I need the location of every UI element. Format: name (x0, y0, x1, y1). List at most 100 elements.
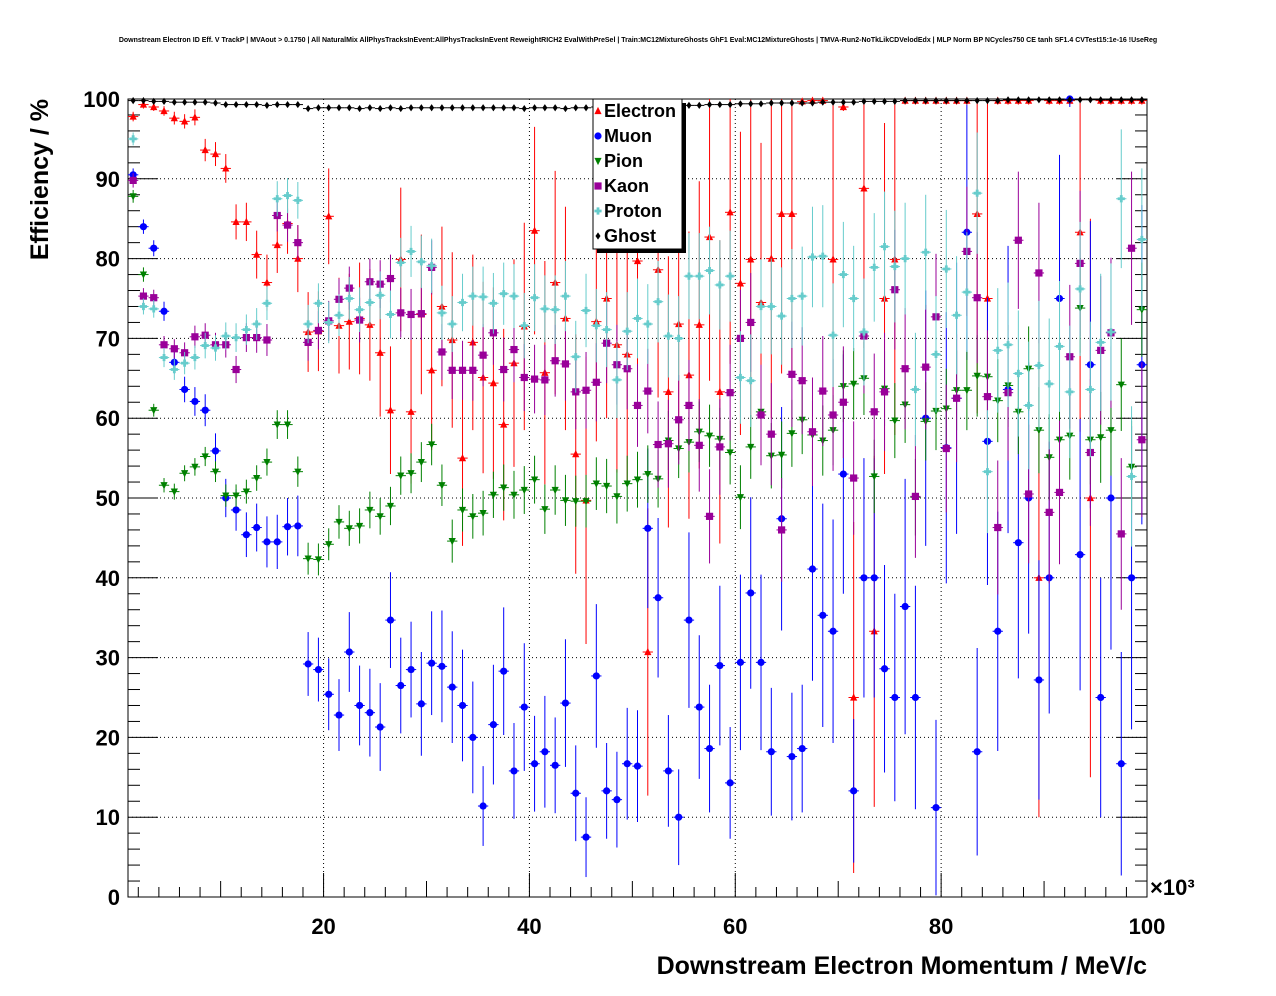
data-point (521, 104, 527, 113)
data-point (263, 299, 271, 307)
data-point (880, 388, 889, 396)
data-point (1025, 401, 1033, 410)
series-proton (128, 129, 1147, 547)
data-point (386, 406, 395, 414)
data-point (644, 470, 652, 479)
data-point (460, 104, 466, 112)
data-point (283, 421, 292, 429)
data-point (1076, 285, 1084, 293)
data-point (387, 104, 393, 112)
data-point (1035, 269, 1043, 277)
data-point (695, 703, 703, 711)
data-point (263, 336, 271, 344)
data-point (1138, 235, 1146, 244)
data-point (839, 470, 847, 478)
data-point (1045, 380, 1053, 388)
y-tick-label: 100 (83, 87, 120, 112)
data-point (191, 353, 199, 362)
data-point (325, 690, 333, 698)
data-point (253, 523, 261, 532)
data-point (809, 99, 815, 107)
data-point (778, 312, 786, 320)
data-point (695, 320, 703, 328)
data-point (469, 513, 477, 521)
data-point (644, 320, 652, 328)
data-point (778, 209, 786, 218)
data-point (1117, 381, 1125, 389)
data-point (520, 322, 528, 330)
legend-label: Muon (604, 126, 652, 146)
data-point (880, 243, 889, 251)
data-point (964, 96, 970, 105)
y-tick-label: 40 (96, 566, 120, 591)
data-point (501, 104, 507, 112)
data-point (922, 363, 930, 371)
data-point (705, 266, 714, 275)
data-point (490, 104, 496, 112)
data-point (819, 387, 827, 395)
data-point (201, 145, 209, 154)
data-point (654, 594, 662, 602)
data-point (428, 659, 436, 667)
data-point (170, 345, 178, 353)
data-point (942, 444, 950, 453)
data-point (901, 602, 909, 611)
data-point (860, 574, 868, 582)
data-point (325, 318, 333, 327)
data-point (716, 443, 724, 451)
data-point (357, 104, 363, 113)
data-point (551, 486, 559, 495)
data-point (613, 493, 621, 501)
data-point (283, 191, 292, 200)
data-point (325, 212, 333, 220)
data-point (273, 538, 281, 546)
data-point (500, 484, 508, 492)
data-point (407, 247, 415, 256)
data-point (726, 449, 734, 457)
data-point (273, 240, 281, 249)
data-point (211, 447, 220, 455)
data-point (407, 407, 415, 415)
data-point (932, 350, 940, 358)
data-point (561, 497, 570, 505)
data-point (1056, 96, 1063, 104)
data-point (757, 302, 765, 311)
legend-label: Proton (604, 201, 662, 221)
data-marks (128, 95, 1147, 896)
data-point (664, 387, 672, 395)
data-point (428, 262, 436, 270)
data-point (1129, 96, 1135, 104)
data-point (736, 494, 745, 502)
data-point (850, 693, 858, 701)
data-point (407, 470, 415, 478)
data-point (839, 102, 847, 111)
data-point (1055, 488, 1064, 497)
data-point (727, 100, 733, 109)
data-point (561, 360, 570, 368)
data-point (583, 104, 589, 112)
data-point (1014, 369, 1022, 378)
data-point (520, 486, 528, 495)
data-point (911, 693, 920, 702)
data-point (716, 661, 724, 670)
data-point (654, 298, 662, 306)
data-point (808, 565, 817, 573)
data-point (489, 378, 497, 387)
data-point (263, 458, 271, 467)
data-point (273, 195, 281, 203)
data-point (283, 221, 292, 229)
data-point (880, 665, 889, 673)
data-point (705, 744, 714, 753)
data-point (737, 100, 743, 108)
data-point (592, 322, 600, 330)
data-point (767, 302, 775, 311)
x-tick-label: 100 (1129, 914, 1166, 939)
data-point (438, 348, 446, 356)
data-point (480, 104, 486, 112)
data-point (232, 365, 240, 374)
data-point (995, 96, 1001, 105)
data-point (367, 104, 373, 112)
data-point (170, 114, 178, 122)
data-point (551, 306, 559, 314)
data-point (171, 98, 177, 106)
